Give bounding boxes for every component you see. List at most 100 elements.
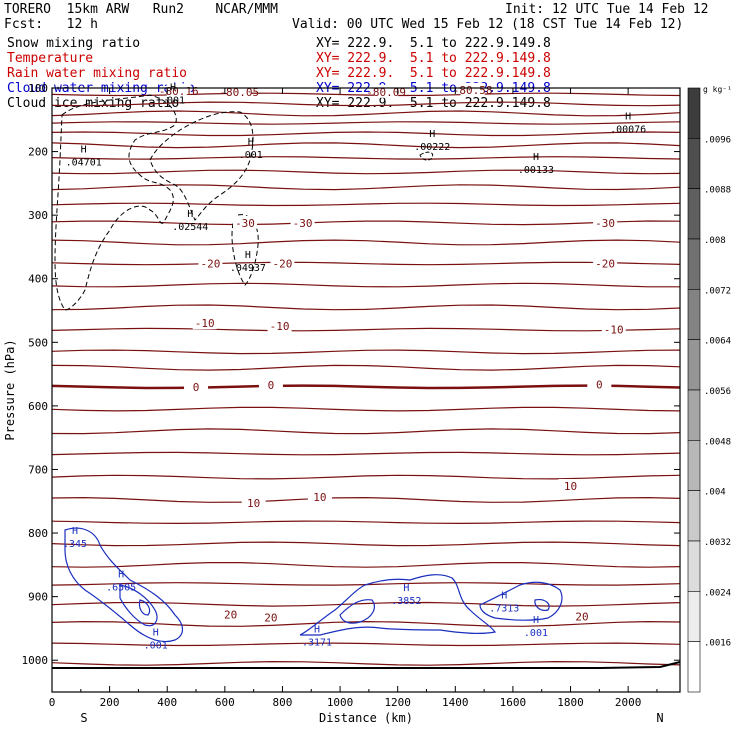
field-cloudice-xy: XY= 222.9. 5.1 to 222.9.149.8	[316, 96, 551, 111]
temperature-label: 0	[193, 381, 200, 394]
y-tick-label: 1000	[22, 654, 49, 667]
temperature-label-bg	[184, 379, 209, 393]
temperature-label: -30	[595, 217, 615, 230]
cloud-max-marker: H	[118, 570, 124, 581]
temperature-label: -20	[595, 257, 615, 270]
isotherm-line	[51, 101, 681, 107]
temperature-label-bg	[267, 318, 292, 332]
snow-contour-lobe	[231, 214, 259, 286]
temperature-label: -10	[270, 320, 290, 333]
colorbar-swatch	[687, 188, 701, 240]
temperature-label: -80.09	[366, 86, 406, 99]
y-tick-label: 800	[28, 527, 48, 540]
temperature-label-bg	[241, 496, 266, 510]
isotherm-line	[51, 364, 681, 371]
cloud-contour-west-inner	[119, 584, 158, 627]
colorbar-unit: g kg⁻¹	[703, 85, 732, 94]
isotherm-line	[51, 384, 681, 390]
isotherm-line	[51, 202, 681, 207]
temperature-label-bg	[593, 256, 618, 270]
temperature-label: 20	[224, 608, 237, 621]
snow-max-marker: H	[81, 144, 87, 155]
temperature-label-bg	[460, 82, 485, 96]
model-title: TORERO 15km ARW Run2 NCAR/MMM	[4, 2, 278, 17]
isotherm-line	[51, 121, 681, 125]
isotherm-line	[51, 541, 681, 547]
field-rain-label: Rain water mixing ratio	[7, 66, 188, 81]
cloud-water-contours	[64, 527, 563, 643]
isotherm-line	[51, 239, 681, 246]
isotherm-line	[51, 261, 681, 266]
cloud-contour-west-outer	[64, 527, 184, 643]
colorbar-tick-label: .0016	[704, 639, 731, 649]
cloud-contour-mid-outer	[299, 574, 497, 636]
temperature-label-bg	[192, 316, 217, 330]
temperature-label: 20	[575, 610, 588, 623]
snow-contour-middle	[149, 111, 254, 221]
y-tick-label: 200	[28, 146, 48, 159]
temperature-label: 20	[264, 612, 277, 625]
snow-max-value: .00222	[414, 142, 450, 153]
x-tick-label: 1000	[327, 696, 354, 709]
colorbar-swatch	[687, 289, 701, 340]
snow-max-value: .001	[161, 96, 185, 107]
field-rain-xy: XY= 222.9. 5.1 to 222.9.149.8	[316, 66, 551, 81]
cloud-max-marker: H	[533, 615, 539, 626]
y-tick-label: 600	[28, 400, 48, 413]
isotherm-line	[51, 562, 681, 568]
temperature-label-bg	[198, 256, 223, 270]
contour-labels: -30 -30 -30 -20 -20 -20 -10 -10 -10 0 0 0 10 10 10 20 20…	[63, 83, 646, 652]
temperature-label-bg	[218, 607, 243, 621]
colorbar-swatch	[687, 389, 701, 441]
isotherm-line	[51, 220, 681, 226]
isotherm-line	[51, 142, 681, 149]
temperature-label-bg	[307, 489, 332, 503]
cloud-max-value: .3852	[391, 596, 421, 607]
temperature-label-bg	[570, 609, 595, 623]
snow-max-value: .04701	[66, 157, 102, 168]
cloud-contour-mid-inner	[339, 599, 375, 624]
temperature-label-bg	[558, 479, 583, 493]
colorbar-tick-label: .0088	[704, 186, 731, 196]
x-tick-label: 1600	[500, 696, 527, 709]
cloud-max-value: .3171	[302, 637, 332, 648]
colorbar-swatch	[687, 540, 701, 592]
isotherm-line	[51, 660, 681, 666]
south-end-label: S	[80, 711, 87, 725]
snow-max-marker: H	[429, 129, 435, 140]
isotherm-line	[51, 601, 681, 607]
isotherm-line	[51, 451, 681, 456]
snow-contour-east	[419, 151, 434, 161]
temperature-label: 10	[564, 480, 577, 493]
x-tick-label: 0	[49, 696, 56, 709]
snow-max-value: .001	[239, 150, 263, 161]
isotherm-line	[51, 474, 681, 480]
temperature-label: 10	[247, 497, 260, 510]
snow-max-marker: H	[245, 250, 251, 261]
field-temperature-label: Temperature	[7, 51, 94, 66]
colorbar-swatch	[687, 339, 701, 391]
temperature-label: -30	[235, 217, 255, 230]
isotherm-line	[51, 642, 681, 647]
temperature-label: 10	[313, 491, 326, 504]
colorbar-swatch	[687, 238, 701, 290]
temperature-isotherms	[51, 92, 681, 666]
isotherm-line	[51, 282, 680, 288]
plot-frame	[51, 87, 681, 693]
temperature-label-bg	[258, 377, 283, 391]
isotherm-line	[51, 92, 681, 97]
colorbar-swatch	[687, 138, 701, 189]
temperature-label-bg	[270, 256, 295, 270]
y-tick-label: 900	[28, 591, 48, 604]
temperature-label: -80.58	[453, 84, 493, 97]
snow-max-value: .02544	[172, 222, 208, 233]
axes: 0 200 400 600 800 1000 1200 1400 1600 1800 2000100…	[3, 82, 681, 725]
x-axis-label: Distance (km)	[319, 711, 413, 725]
colorbar-swatch	[687, 490, 701, 542]
temperature-label: -20	[201, 257, 221, 270]
cloud-max-marker: H	[403, 583, 409, 594]
snow-contours	[54, 94, 434, 311]
colorbar-swatch	[687, 641, 701, 693]
cloud-max-value: .001	[524, 628, 548, 639]
isotherm-line	[51, 496, 681, 503]
